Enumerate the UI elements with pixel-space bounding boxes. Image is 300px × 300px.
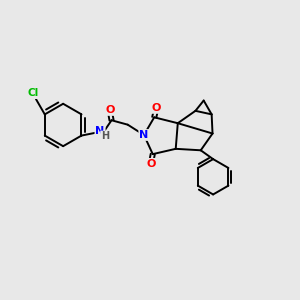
Text: H: H xyxy=(101,131,109,142)
Text: N: N xyxy=(95,126,105,136)
Text: O: O xyxy=(105,105,115,115)
Text: O: O xyxy=(151,103,160,113)
Text: O: O xyxy=(147,159,156,169)
Text: N: N xyxy=(139,130,148,140)
Text: Cl: Cl xyxy=(28,88,39,98)
